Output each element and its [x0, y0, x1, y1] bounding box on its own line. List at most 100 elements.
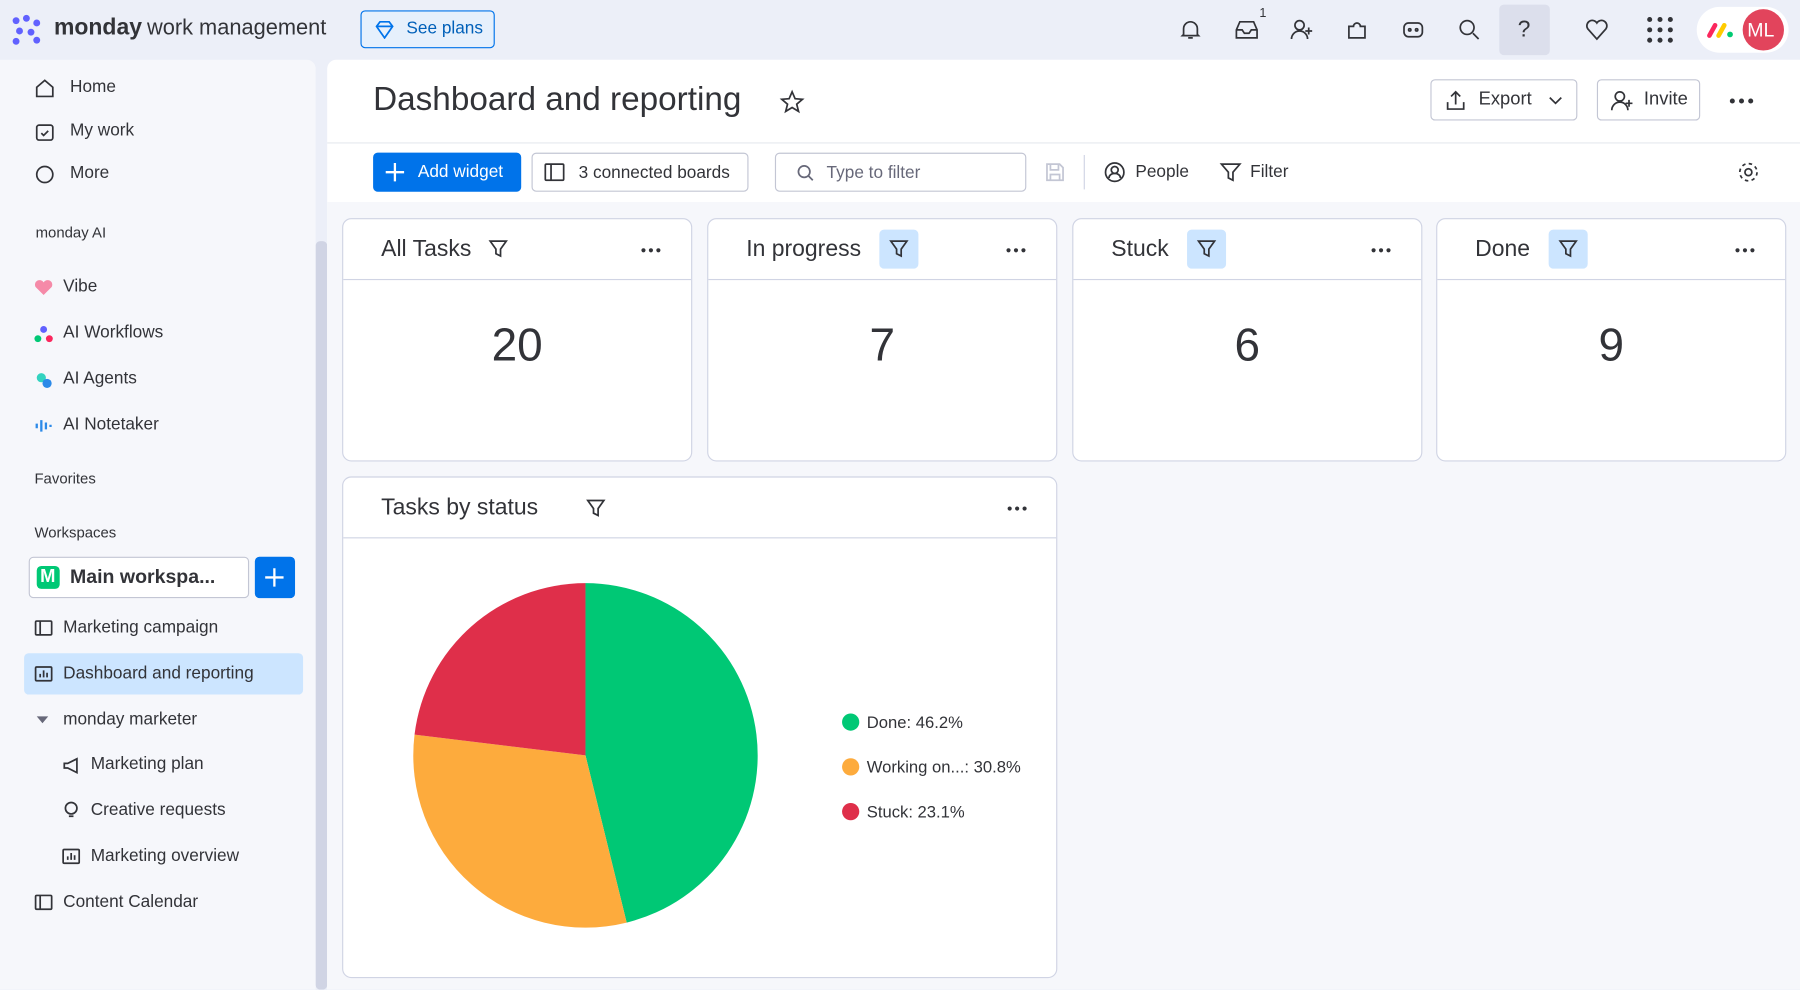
number-value: 6 [1234, 320, 1261, 371]
sidebar: Home My work More monday AI Vibe AI Work… [0, 59, 316, 990]
number-value: 7 [869, 320, 896, 371]
see-plans-label: See plans [406, 18, 483, 38]
number-widget: All Tasks 20 [342, 218, 693, 462]
apps-icon[interactable] [1344, 17, 1369, 42]
heart-icon[interactable] [1584, 18, 1609, 41]
invite-button[interactable]: Invite [1596, 79, 1701, 121]
workspace-initial: M [40, 567, 56, 587]
folder-item[interactable]: monday marketer [63, 709, 198, 729]
logo [12, 14, 41, 45]
selected-board[interactable] [24, 653, 304, 695]
account[interactable]: ML [1696, 6, 1789, 53]
board-item[interactable]: Content Calendar [63, 891, 199, 912]
widget-divider [343, 278, 692, 281]
widget-menu[interactable] [1006, 235, 1027, 259]
board-item[interactable]: Creative requests [90, 800, 226, 820]
more-menu[interactable] [1729, 98, 1754, 105]
number-widget: In progress 7 [707, 218, 1058, 462]
connected-boards-button[interactable]: 3 connected boards [531, 152, 749, 192]
widget-title: Done [1475, 236, 1531, 262]
bell-icon[interactable] [1179, 18, 1202, 41]
divider [1083, 154, 1085, 190]
ai-icon[interactable] [1401, 18, 1426, 41]
inbox-icon[interactable] [1234, 18, 1259, 41]
number-value: 20 [491, 320, 543, 371]
widget-title: Tasks by status [381, 494, 539, 521]
pie-widget: Tasks by status Done: 46.2% Working on...… [342, 476, 1058, 979]
number-widget: Done 9 [1436, 218, 1787, 462]
number-widget: Stuck 6 [1072, 218, 1423, 462]
nav-item[interactable]: My work [70, 120, 135, 141]
workspace-icon: M [36, 565, 60, 589]
number-value: 9 [1598, 320, 1624, 371]
add-workspace-button[interactable] [254, 556, 296, 599]
widget-filter[interactable] [479, 230, 518, 269]
page-title: Dashboard and reporting [373, 81, 742, 119]
export-label: Export [1478, 89, 1532, 110]
widget-filter[interactable] [1187, 229, 1227, 269]
people-label[interactable]: People [1135, 161, 1190, 182]
save-icon[interactable] [1045, 162, 1066, 183]
widget-divider [1437, 278, 1786, 281]
workspace-selector[interactable]: M Main workspa... [28, 556, 250, 599]
ai-item[interactable]: AI Workflows [63, 322, 164, 343]
invite-icon[interactable] [1289, 18, 1314, 41]
nav-item[interactable]: More [70, 163, 110, 183]
help-button[interactable]: ? [1499, 4, 1550, 56]
favorite-star[interactable] [779, 89, 805, 115]
workspace-name: Main workspa... [70, 565, 216, 588]
invite-label: Invite [1643, 89, 1688, 110]
filter-placeholder: Type to filter [826, 163, 921, 183]
add-widget-button[interactable]: Add widget [373, 152, 522, 192]
widget-menu[interactable] [1735, 235, 1756, 259]
pie-slice[interactable] [414, 583, 586, 756]
ai-item[interactable]: AI Notetaker [63, 414, 159, 434]
see-plans-button[interactable]: See plans [360, 10, 495, 49]
search-icon[interactable] [1458, 18, 1481, 41]
ai-item[interactable]: Vibe [63, 276, 98, 297]
widget-title: Stuck [1111, 236, 1169, 262]
legend-label: Done: 46.2% [867, 713, 963, 732]
legend-swatch [842, 803, 860, 821]
widget-filter[interactable] [1548, 229, 1588, 269]
widget-divider [1073, 278, 1422, 281]
scrollbar [315, 241, 328, 990]
section-header[interactable]: monday AI [35, 223, 107, 242]
legend-swatch [842, 758, 860, 776]
export-button[interactable]: Export [1430, 79, 1578, 121]
legend-label: Working on...: 30.8% [867, 758, 1021, 777]
connected-boards-label: 3 connected boards [578, 163, 730, 183]
widget-filter[interactable] [585, 498, 606, 519]
filter-input[interactable]: Type to filter [774, 152, 1027, 192]
ai-item[interactable]: AI Agents [63, 368, 137, 389]
filter-label[interactable]: Filter [1250, 161, 1289, 182]
people-icon[interactable] [1103, 161, 1126, 184]
pie-slice[interactable] [585, 583, 758, 923]
board-item[interactable]: Marketing overview [90, 846, 240, 866]
widget-menu[interactable] [1007, 505, 1028, 512]
add-widget-label: Add widget [417, 161, 504, 182]
brand-sub: work management [146, 16, 327, 41]
pie-chart: Done: 46.2% Working on...: 30.8% Stuck: 23… [413, 583, 1021, 928]
avatar: ML [1742, 9, 1784, 51]
settings-icon[interactable] [1737, 161, 1760, 184]
pie-slice[interactable] [413, 734, 627, 928]
avatar-initials: ML [1747, 19, 1775, 42]
filter-icon[interactable] [1219, 161, 1242, 184]
grid-icon[interactable] [1646, 16, 1674, 44]
widget-menu[interactable] [641, 235, 662, 259]
widget-filter[interactable] [879, 229, 919, 269]
board-item[interactable]: Marketing plan [90, 754, 204, 774]
board-item[interactable]: Marketing campaign [63, 617, 219, 638]
widget-divider [343, 537, 1057, 539]
section-header[interactable]: Favorites [34, 469, 96, 487]
widget-menu[interactable] [1371, 235, 1392, 259]
board-item[interactable]: Dashboard and reporting [63, 663, 254, 684]
widget-title: In progress [746, 236, 862, 262]
legend-swatch [842, 713, 860, 731]
help-label: ? [1517, 17, 1531, 43]
nav-item[interactable]: Home [70, 76, 116, 97]
widget-divider [708, 278, 1057, 281]
